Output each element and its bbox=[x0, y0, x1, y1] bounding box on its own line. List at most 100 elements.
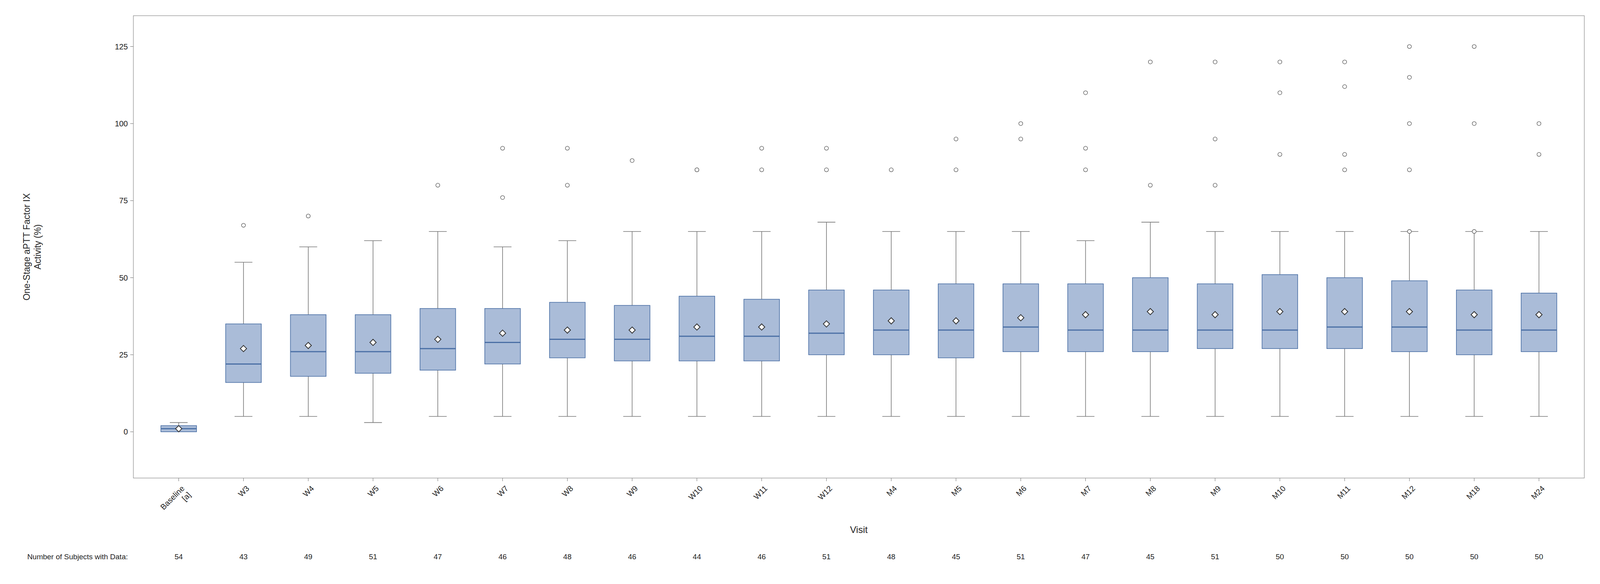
flier bbox=[695, 167, 699, 172]
cap-low bbox=[1076, 415, 1095, 417]
flier bbox=[1213, 136, 1218, 141]
x-tick bbox=[1279, 477, 1280, 481]
box bbox=[420, 308, 456, 370]
median bbox=[1067, 329, 1104, 331]
cap-high bbox=[688, 231, 706, 232]
flier bbox=[1472, 44, 1477, 49]
y-tick-label: 25 bbox=[119, 350, 128, 359]
x-tick-label-line: M6 bbox=[1014, 483, 1029, 498]
cap-high bbox=[1206, 231, 1224, 232]
y-axis: 0255075100125 bbox=[114, 42, 134, 437]
mean-marker bbox=[1406, 308, 1413, 315]
x-tick-label-line: W11 bbox=[751, 483, 770, 501]
x-tick bbox=[631, 477, 633, 481]
y-tick-label: 0 bbox=[123, 427, 128, 436]
cap-high bbox=[234, 261, 253, 263]
flier bbox=[889, 167, 894, 172]
whisker-high bbox=[502, 246, 503, 309]
median bbox=[678, 335, 715, 337]
flier bbox=[824, 146, 829, 151]
y-tick bbox=[130, 277, 134, 278]
x-axis: Baseline[a]W3W4W5W6W7W8W9W10W11W12M4M5M6… bbox=[158, 477, 1547, 518]
box bbox=[355, 314, 392, 374]
y-tick bbox=[130, 354, 134, 355]
flier bbox=[1342, 60, 1347, 64]
x-tick-label-line: W3 bbox=[236, 483, 252, 499]
whisker-high bbox=[1150, 222, 1151, 278]
x-tick-label-line: M4 bbox=[884, 483, 899, 498]
cap-low bbox=[1012, 415, 1030, 417]
flier bbox=[1472, 229, 1477, 234]
box-group bbox=[1521, 121, 1557, 417]
whisker-high bbox=[1214, 231, 1216, 284]
box bbox=[743, 299, 780, 361]
x-tick-label: W6 bbox=[430, 483, 446, 499]
box bbox=[938, 283, 974, 358]
x-tick-label: W9 bbox=[624, 483, 640, 499]
cap-high bbox=[623, 231, 641, 232]
flier bbox=[1277, 60, 1282, 64]
mean-marker bbox=[305, 342, 312, 349]
box-group bbox=[1261, 60, 1298, 417]
mean-marker bbox=[369, 338, 377, 346]
whisker-low bbox=[890, 354, 892, 417]
cap-low bbox=[946, 415, 965, 417]
x-tick-label: M4 bbox=[884, 483, 899, 498]
cap-high bbox=[1012, 231, 1030, 232]
x-tick-label: W12 bbox=[816, 483, 834, 502]
whisker-low bbox=[1538, 351, 1540, 417]
x-tick-label: M12 bbox=[1399, 483, 1417, 501]
box bbox=[678, 296, 715, 361]
box bbox=[160, 425, 197, 432]
flier bbox=[1148, 60, 1153, 64]
cap-high bbox=[493, 246, 512, 248]
n-value: 51 bbox=[368, 552, 377, 561]
box-group bbox=[678, 167, 715, 417]
x-tick-label: W7 bbox=[495, 483, 510, 499]
x-tick-label: M9 bbox=[1208, 483, 1223, 498]
cap-high bbox=[1335, 231, 1354, 232]
whisker-high bbox=[243, 262, 244, 324]
x-tick-label: M10 bbox=[1270, 483, 1288, 501]
whisker-low bbox=[826, 354, 827, 417]
x-tick-label-line: W9 bbox=[624, 483, 640, 499]
box bbox=[1067, 283, 1104, 352]
cap-low bbox=[1141, 415, 1160, 417]
x-tick-label: M5 bbox=[949, 483, 964, 498]
flier bbox=[306, 213, 311, 218]
x-tick-label: M6 bbox=[1014, 483, 1029, 498]
whisker-high bbox=[1344, 231, 1346, 278]
marks bbox=[160, 44, 1557, 432]
y-axis-label-line: Activity (%) bbox=[32, 224, 43, 270]
flier bbox=[1407, 229, 1412, 234]
whisker-low bbox=[761, 360, 763, 417]
flier bbox=[1083, 90, 1088, 95]
flier bbox=[695, 167, 699, 172]
mean-marker bbox=[240, 345, 247, 352]
x-tick-label: W3 bbox=[236, 483, 252, 499]
whisker-low bbox=[1085, 351, 1087, 417]
mean-marker bbox=[564, 326, 571, 334]
n-value: 47 bbox=[1081, 552, 1090, 561]
x-tick-label: W5 bbox=[365, 483, 381, 499]
cap-low bbox=[364, 422, 382, 423]
box-group bbox=[1326, 60, 1363, 417]
n-value: 48 bbox=[886, 552, 896, 561]
x-tick bbox=[1344, 477, 1346, 481]
median bbox=[743, 335, 780, 337]
mean-marker bbox=[629, 326, 636, 334]
plot-area bbox=[133, 15, 1585, 478]
cap-low bbox=[1270, 415, 1289, 417]
box-group bbox=[484, 146, 521, 417]
mean-marker bbox=[1082, 311, 1089, 318]
mean-marker bbox=[1017, 314, 1024, 321]
cap-low bbox=[623, 415, 641, 417]
whisker-low bbox=[955, 357, 957, 417]
flier bbox=[1407, 44, 1412, 49]
cap-low bbox=[1206, 415, 1224, 417]
box-group bbox=[743, 146, 780, 417]
cap-low bbox=[1530, 415, 1548, 417]
x-tick bbox=[567, 477, 568, 481]
x-tick bbox=[1474, 477, 1475, 481]
y-tick bbox=[130, 200, 134, 201]
